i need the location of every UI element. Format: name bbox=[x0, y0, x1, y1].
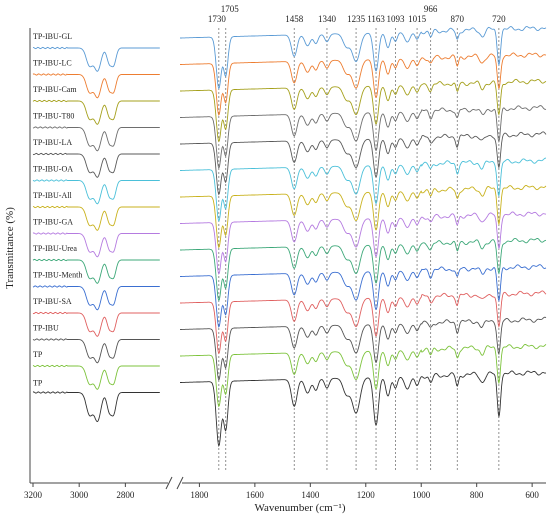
spectrum-left-3 bbox=[32, 126, 160, 152]
spectrum-left-1 bbox=[32, 73, 160, 99]
peak-label-1730: 1730 bbox=[208, 14, 227, 24]
spectrum-left-13 bbox=[32, 391, 160, 423]
spectrum-right-12 bbox=[180, 343, 547, 408]
series-label-9: TP-IBU-Menth bbox=[33, 271, 82, 280]
x-tick-label: 3000 bbox=[70, 490, 89, 500]
spectrum-right-8 bbox=[180, 237, 547, 302]
peak-label-870: 870 bbox=[451, 14, 465, 24]
spectrum-right-9 bbox=[180, 264, 547, 328]
peak-label-1015: 1015 bbox=[408, 14, 427, 24]
spectrum-right-7 bbox=[180, 211, 547, 275]
peak-label-1163: 1163 bbox=[367, 14, 385, 24]
peak-label-966: 966 bbox=[424, 4, 438, 14]
x-tick-label: 1600 bbox=[246, 490, 265, 500]
x-tick-label: 1800 bbox=[190, 490, 209, 500]
series-label-7: TP-IBU-GA bbox=[33, 218, 73, 227]
axes bbox=[29, 28, 546, 490]
spectrum-left-12 bbox=[32, 364, 160, 390]
series-label-12: TP bbox=[33, 350, 43, 359]
spectrum-right-2 bbox=[180, 78, 547, 143]
spectrum-left-0 bbox=[32, 46, 160, 72]
y-axis-label: Transmittance (%) bbox=[4, 207, 16, 289]
spectra-series bbox=[32, 26, 547, 448]
series-label-13: TP bbox=[33, 379, 43, 388]
peak-label-1705: 1705 bbox=[221, 4, 240, 14]
spectrum-left-6 bbox=[32, 205, 160, 231]
x-tick-label: 2800 bbox=[116, 490, 135, 500]
x-tick-label: 3200 bbox=[24, 490, 43, 500]
spectrum-right-10 bbox=[180, 290, 547, 355]
axis-break-mark-2 bbox=[176, 476, 184, 490]
peak-label-1340: 1340 bbox=[318, 14, 337, 24]
spectrum-right-0 bbox=[180, 26, 547, 90]
x-tick-label: 600 bbox=[525, 490, 539, 500]
peak-label-720: 720 bbox=[492, 14, 506, 24]
series-label-5: TP-IBU-OA bbox=[33, 165, 73, 174]
x-axis-label: Wavenumber (cm⁻¹) bbox=[255, 502, 346, 514]
series-label-4: TP-IBU-LA bbox=[33, 138, 72, 147]
spectrum-right-1 bbox=[180, 52, 547, 116]
x-ticks: 3200 3000 2800 1800 1600 1400 1200 1000 800 600 bbox=[24, 483, 539, 500]
spectrum-left-2 bbox=[32, 99, 160, 125]
spectrum-left-7 bbox=[32, 232, 160, 258]
x-tick-label: 1400 bbox=[301, 490, 320, 500]
series-label-11: TP-IBU bbox=[33, 324, 59, 333]
spectrum-left-11 bbox=[32, 338, 160, 364]
spectrum-right-6 bbox=[180, 185, 547, 249]
x-tick-label: 1000 bbox=[412, 490, 431, 500]
spectrum-left-8 bbox=[32, 258, 160, 284]
series-labels: TP-IBU-GL TP-IBU-LC TP-IBU-Cam TP-IBU-T80 TP… bbox=[33, 32, 82, 388]
spectrum-left-5 bbox=[32, 179, 160, 205]
spectrum-left-10 bbox=[32, 311, 160, 337]
series-label-10: TP-IBU-SA bbox=[33, 297, 72, 306]
series-label-1: TP-IBU-LC bbox=[33, 59, 72, 68]
spectrum-right-13 bbox=[180, 370, 547, 448]
axis-break-mark-1 bbox=[165, 476, 173, 490]
series-label-2: TP-IBU-Cam bbox=[33, 85, 77, 94]
spectrum-left-4 bbox=[32, 152, 160, 178]
series-label-0: TP-IBU-GL bbox=[33, 32, 72, 41]
x-tick-label: 1200 bbox=[357, 490, 376, 500]
spectrum-right-11 bbox=[180, 316, 547, 381]
spectrum-right-5 bbox=[180, 157, 547, 222]
series-label-3: TP-IBU-T80 bbox=[33, 112, 74, 121]
series-label-8: TP-IBU-Urea bbox=[33, 244, 77, 253]
peak-label-1458: 1458 bbox=[285, 14, 304, 24]
spectrum-left-9 bbox=[32, 285, 160, 311]
x-tick-label: 800 bbox=[470, 490, 484, 500]
spectrum-right-4 bbox=[180, 131, 547, 196]
peak-label-1235: 1235 bbox=[347, 14, 366, 24]
series-label-6: TP-IBU-All bbox=[33, 191, 72, 200]
peak-label-1093: 1093 bbox=[386, 14, 405, 24]
spectrum-right-3 bbox=[180, 105, 547, 169]
